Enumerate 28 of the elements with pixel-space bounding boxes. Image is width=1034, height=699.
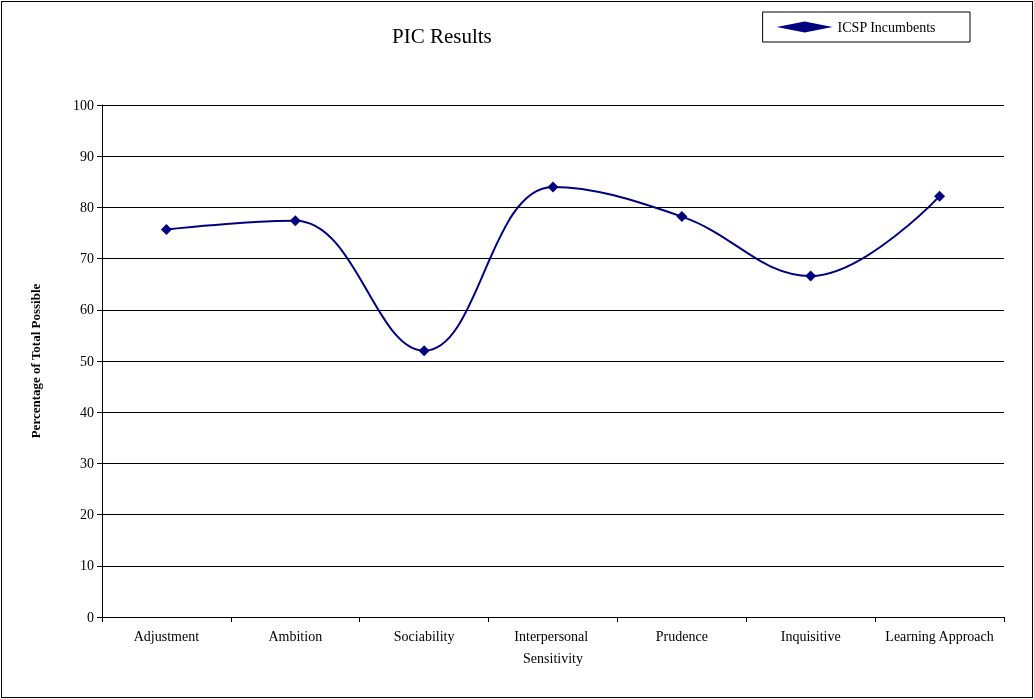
y-tick-label: 40 [80, 404, 94, 420]
y-tick-label: 60 [80, 302, 94, 318]
point [547, 181, 559, 193]
y-tick-label: 90 [80, 148, 94, 164]
y-tick-label: 70 [80, 251, 94, 267]
x-tick-label: Learning Approach [885, 628, 994, 644]
point [160, 223, 172, 235]
x-tick-label: Sociability [393, 628, 455, 644]
point [676, 211, 688, 223]
y-tick-label: 30 [80, 455, 94, 471]
x-tick-label: Inquisitive [780, 628, 841, 644]
x-tick-label: Ambition [268, 628, 323, 644]
y-tick-label: 50 [80, 353, 94, 369]
y-tick-label: 10 [80, 558, 94, 574]
y-axis-title: Percentage of Total Possible [28, 283, 43, 439]
x-tick-label: Prudence [655, 628, 708, 644]
x-tick-label: Adjustment [133, 628, 200, 644]
point [418, 345, 430, 357]
x-tick-label: Interpersonal Sensitivity [514, 628, 592, 666]
point [289, 215, 301, 227]
point [934, 190, 946, 202]
legend-label: ICSP Incumbents [837, 19, 936, 35]
y-tick-label: 20 [80, 507, 94, 523]
point [805, 270, 817, 282]
y-tick-label: 80 [80, 199, 94, 215]
chart-title: PIC Results [392, 23, 492, 48]
y-tick-label: 100 [73, 97, 94, 113]
y-tick-label: 0 [87, 609, 94, 625]
